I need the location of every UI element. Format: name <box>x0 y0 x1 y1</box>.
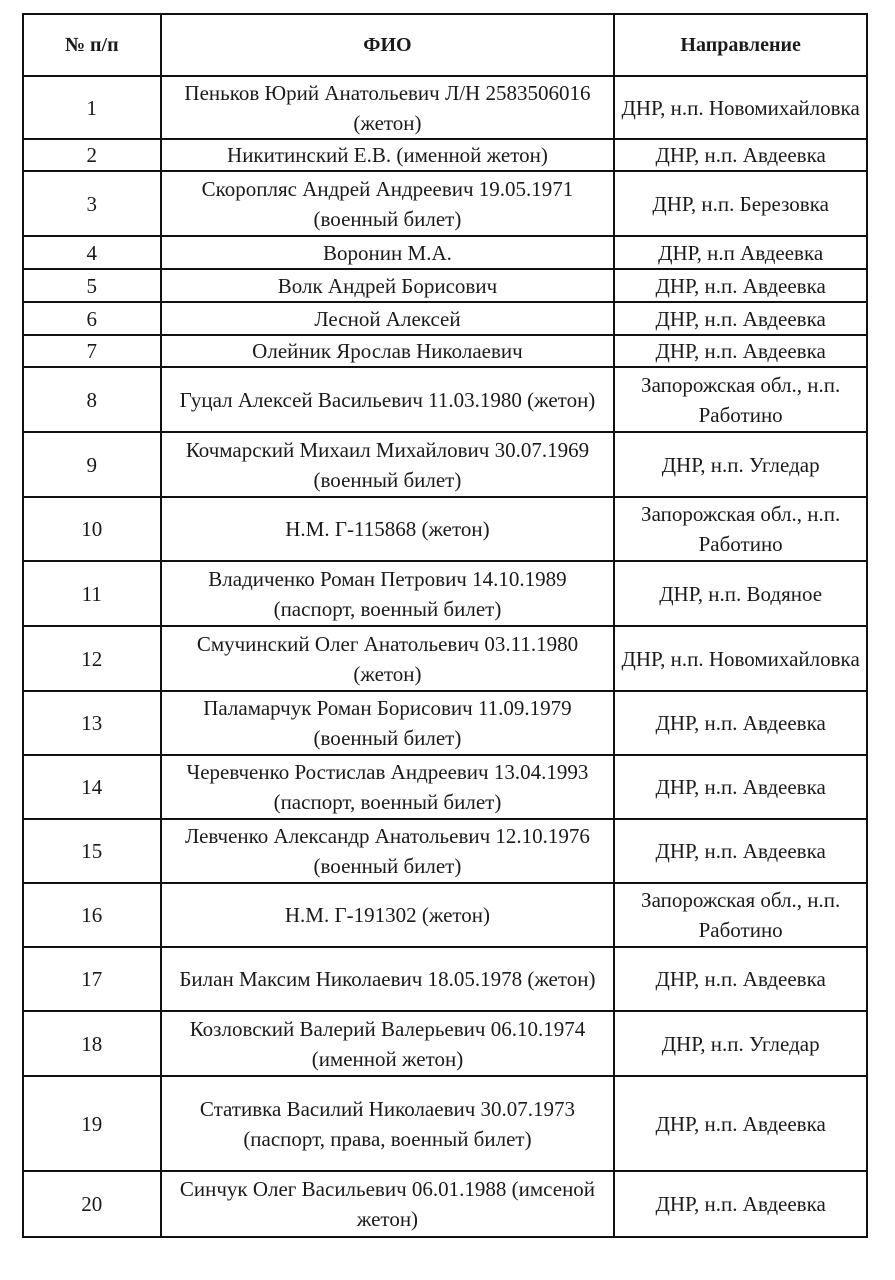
table-row: 10 Н.М. Г-115868 (жетон) Запорожская обл.,… <box>22 496 868 562</box>
table-row: 15 Левченко Александр Анатольевич 12.10.1… <box>22 818 868 884</box>
row-number: 10 <box>22 496 162 562</box>
row-direction: ДНР, н.п Авдеевка <box>613 235 868 270</box>
row-name: Владиченко Роман Петрович 14.10.1989 (па… <box>159 560 616 627</box>
row-direction: Запорожская обл., н.п. Работино <box>613 496 868 562</box>
row-name: Козловский Валерий Валерьевич 06.10.1974… <box>159 1010 616 1077</box>
row-direction: ДНР, н.п. Авдеевка <box>613 334 868 368</box>
row-number: 20 <box>22 1170 162 1238</box>
row-direction: ДНР, н.п. Водяное <box>613 560 868 627</box>
table-row: 2 Никитинский Е.В. (именной жетон) ДНР, н.… <box>22 138 868 172</box>
row-name: Волк Андрей Борисович <box>159 268 616 303</box>
row-direction: ДНР, н.п. Авдеевка <box>613 754 868 820</box>
row-name: Олейник Ярослав Николаевич <box>159 334 616 368</box>
row-name: Черевченко Ростислав Андреевич 13.04.199… <box>159 754 616 820</box>
row-name: Н.М. Г-115868 (жетон) <box>159 496 616 562</box>
row-direction: ДНР, н.п. Авдеевка <box>613 1075 868 1172</box>
row-direction: ДНР, н.п. Угледар <box>613 1010 868 1077</box>
table-row: 16 Н.М. Г-191302 (жетон) Запорожская обл.,… <box>22 882 868 948</box>
table-row: 1 Пеньков Юрий Анатольевич Л/Н 2583506016… <box>22 75 868 140</box>
table-row: 11 Владиченко Роман Петрович 14.10.1989 (… <box>22 560 868 627</box>
row-name: Лесной Алексей <box>159 301 616 336</box>
row-number: 18 <box>22 1010 162 1077</box>
row-direction: ДНР, н.п. Авдеевка <box>613 946 868 1012</box>
row-number: 4 <box>22 235 162 270</box>
row-direction: ДНР, н.п. Авдеевка <box>613 301 868 336</box>
row-name: Стативка Василий Николаевич 30.07.1973 (… <box>159 1075 616 1172</box>
row-number: 12 <box>22 625 162 692</box>
records-table: № п/п ФИО Направление 1 Пеньков Юрий Анат… <box>22 13 868 1238</box>
table-row: 6 Лесной Алексей ДНР, н.п. Авдеевка <box>22 301 868 336</box>
row-name: Пеньков Юрий Анатольевич Л/Н 2583506016 … <box>159 75 616 140</box>
row-name: Н.М. Г-191302 (жетон) <box>159 882 616 948</box>
row-number: 8 <box>22 366 162 433</box>
row-name: Левченко Александр Анатольевич 12.10.197… <box>159 818 616 884</box>
table-row: 12 Смучинский Олег Анатольевич 03.11.1980… <box>22 625 868 692</box>
header-name: ФИО <box>159 13 616 77</box>
row-direction: ДНР, н.п. Новомихайловка <box>613 75 868 140</box>
header-row: № п/п ФИО Направление <box>22 13 868 77</box>
row-name: Синчук Олег Васильевич 06.01.1988 (имсен… <box>159 1170 616 1238</box>
row-number: 14 <box>22 754 162 820</box>
row-direction: ДНР, н.п. Авдеевка <box>613 818 868 884</box>
row-number: 3 <box>22 170 162 237</box>
table-row: 19 Стативка Василий Николаевич 30.07.1973… <box>22 1075 868 1172</box>
row-name: Гуцал Алексей Васильевич 11.03.1980 (жет… <box>159 366 616 433</box>
row-name: Кочмарский Михаил Михайлович 30.07.1969 … <box>159 431 616 498</box>
row-number: 15 <box>22 818 162 884</box>
row-number: 13 <box>22 690 162 756</box>
row-name: Воронин М.А. <box>159 235 616 270</box>
row-name: Паламарчук Роман Борисович 11.09.1979 (в… <box>159 690 616 756</box>
row-number: 16 <box>22 882 162 948</box>
row-number: 11 <box>22 560 162 627</box>
row-direction: ДНР, н.п. Авдеевка <box>613 690 868 756</box>
row-name: Билан Максим Николаевич 18.05.1978 (жето… <box>159 946 616 1012</box>
table-row: 9 Кочмарский Михаил Михайлович 30.07.1969… <box>22 431 868 498</box>
table-row: 17 Билан Максим Николаевич 18.05.1978 (же… <box>22 946 868 1012</box>
table-row: 18 Козловский Валерий Валерьевич 06.10.19… <box>22 1010 868 1077</box>
row-number: 19 <box>22 1075 162 1172</box>
row-number: 1 <box>22 75 162 140</box>
row-direction: ДНР, н.п. Новомихайловка <box>613 625 868 692</box>
row-direction: ДНР, н.п. Авдеевка <box>613 268 868 303</box>
row-number: 2 <box>22 138 162 172</box>
row-name: Смучинский Олег Анатольевич 03.11.1980 (… <box>159 625 616 692</box>
row-number: 17 <box>22 946 162 1012</box>
row-direction: ДНР, н.п. Березовка <box>613 170 868 237</box>
table-row: 13 Паламарчук Роман Борисович 11.09.1979 … <box>22 690 868 756</box>
row-direction: Запорожская обл., н.п. Работино <box>613 882 868 948</box>
row-direction: Запорожская обл., н.п. Работино <box>613 366 868 433</box>
row-direction: ДНР, н.п. Угледар <box>613 431 868 498</box>
table-row: 7 Олейник Ярослав Николаевич ДНР, н.п. Авд… <box>22 334 868 368</box>
row-name: Скоропляс Андрей Андреевич 19.05.1971 (в… <box>159 170 616 237</box>
table-row: 14 Черевченко Ростислав Андреевич 13.04.1… <box>22 754 868 820</box>
table-row: 8 Гуцал Алексей Васильевич 11.03.1980 (же… <box>22 366 868 433</box>
row-direction: ДНР, н.п. Авдеевка <box>613 1170 868 1238</box>
table-row: 20 Синчук Олег Васильевич 06.01.1988 (имс… <box>22 1170 868 1238</box>
row-direction: ДНР, н.п. Авдеевка <box>613 138 868 172</box>
row-number: 7 <box>22 334 162 368</box>
row-name: Никитинский Е.В. (именной жетон) <box>159 138 616 172</box>
header-number: № п/п <box>22 13 162 77</box>
row-number: 5 <box>22 268 162 303</box>
row-number: 6 <box>22 301 162 336</box>
table-row: 5 Волк Андрей Борисович ДНР, н.п. Авдеевка <box>22 268 868 303</box>
table-row: 4 Воронин М.А. ДНР, н.п Авдеевка <box>22 235 868 270</box>
table-row: 3 Скоропляс Андрей Андреевич 19.05.1971 (… <box>22 170 868 237</box>
header-direction: Направление <box>613 13 868 77</box>
row-number: 9 <box>22 431 162 498</box>
